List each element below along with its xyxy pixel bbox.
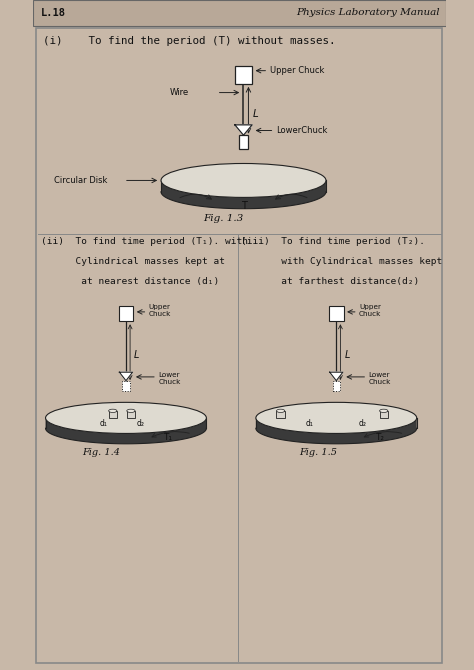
Text: T: T xyxy=(241,201,246,211)
FancyBboxPatch shape xyxy=(239,135,248,149)
Text: (ii)  To find time period (T₁). with: (ii) To find time period (T₁). with xyxy=(41,237,248,245)
Text: Physics Laboratory Manual: Physics Laboratory Manual xyxy=(296,9,439,17)
Text: Fig. 1.4: Fig. 1.4 xyxy=(82,448,120,457)
Ellipse shape xyxy=(380,409,388,413)
FancyBboxPatch shape xyxy=(276,411,285,418)
FancyBboxPatch shape xyxy=(127,411,135,418)
FancyBboxPatch shape xyxy=(118,306,133,322)
Text: Cylindrical masses kept at: Cylindrical masses kept at xyxy=(41,257,226,266)
Text: at farthest distance(d₂): at farthest distance(d₂) xyxy=(241,277,419,286)
Polygon shape xyxy=(46,418,206,444)
FancyBboxPatch shape xyxy=(122,381,129,391)
FancyBboxPatch shape xyxy=(380,411,388,418)
Text: d₂: d₂ xyxy=(359,419,367,428)
Polygon shape xyxy=(235,125,252,135)
FancyBboxPatch shape xyxy=(329,306,344,322)
Text: at nearest distance (d₁): at nearest distance (d₁) xyxy=(41,277,219,286)
Text: with Cylindrical masses kept: with Cylindrical masses kept xyxy=(241,257,443,266)
Polygon shape xyxy=(161,180,326,208)
FancyBboxPatch shape xyxy=(333,381,340,391)
Text: d₂: d₂ xyxy=(137,419,145,428)
Ellipse shape xyxy=(256,403,417,433)
Ellipse shape xyxy=(109,409,117,413)
Polygon shape xyxy=(330,373,343,381)
Text: LowerChuck: LowerChuck xyxy=(276,126,327,135)
Text: L: L xyxy=(134,350,139,360)
Text: L: L xyxy=(345,350,350,360)
Text: L: L xyxy=(253,109,258,119)
Text: Wire: Wire xyxy=(169,88,189,97)
Text: T₁: T₁ xyxy=(163,433,172,442)
Text: Fig. 1.3: Fig. 1.3 xyxy=(203,214,243,222)
Text: d₁: d₁ xyxy=(100,419,107,428)
FancyBboxPatch shape xyxy=(109,411,117,418)
Text: Upper
Chuck: Upper Chuck xyxy=(149,304,171,316)
Ellipse shape xyxy=(161,163,326,198)
Text: T₂: T₂ xyxy=(375,433,384,442)
Ellipse shape xyxy=(46,403,206,433)
Ellipse shape xyxy=(276,409,285,413)
Text: Circular Disk: Circular Disk xyxy=(54,176,107,185)
Text: (iii)  To find time period (T₂).: (iii) To find time period (T₂). xyxy=(241,237,426,245)
FancyBboxPatch shape xyxy=(33,0,446,26)
Ellipse shape xyxy=(127,409,135,413)
Text: Lower
Chuck: Lower Chuck xyxy=(368,373,391,385)
Polygon shape xyxy=(256,418,417,444)
Text: (i)    To find the period (T) without masses.: (i) To find the period (T) without masse… xyxy=(44,36,336,46)
Text: Lower
Chuck: Lower Chuck xyxy=(158,373,181,385)
Text: L.18: L.18 xyxy=(41,8,65,18)
Text: Fig. 1.5: Fig. 1.5 xyxy=(299,448,337,457)
Text: d₁: d₁ xyxy=(306,419,313,428)
FancyBboxPatch shape xyxy=(235,66,252,84)
Polygon shape xyxy=(119,373,133,381)
Text: Upper Chuck: Upper Chuck xyxy=(270,66,325,75)
Text: Upper
Chuck: Upper Chuck xyxy=(359,304,382,316)
